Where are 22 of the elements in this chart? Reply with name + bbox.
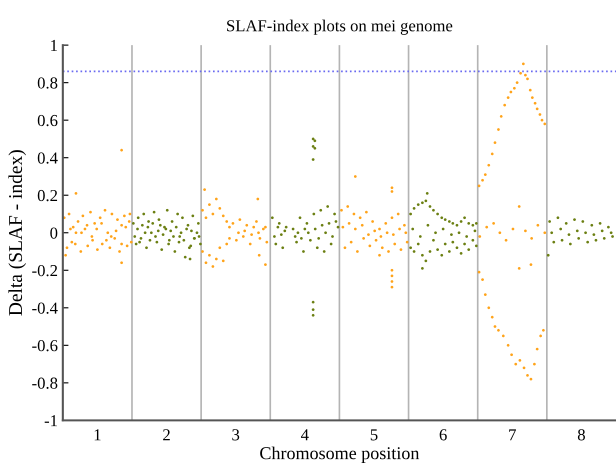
y-tick-label: -0.4 (32, 302, 58, 314)
x-tick-label: 2 (163, 429, 170, 440)
y-tick-label: 0.2 (38, 190, 58, 202)
x-tick-label: 3 (232, 429, 240, 440)
x-tick-label: 1 (94, 429, 101, 440)
y-axis-title: Delta (SLAF - index) (8, 150, 26, 316)
x-tick-label: 5 (370, 429, 378, 440)
y-tick-label: 0.4 (38, 152, 58, 164)
x-tick-label: 4 (301, 429, 309, 440)
y-tick-label: -1 (44, 415, 57, 426)
x-tick-label: 7 (509, 429, 516, 440)
y-tick-label: -0.6 (32, 340, 58, 352)
y-tick-label: 0 (50, 227, 58, 239)
x-tick-label: 8 (578, 429, 585, 440)
y-tick-label: -0.8 (32, 378, 58, 389)
chart-title: SLAF-index plots on mei genome (227, 20, 452, 35)
y-tick-label: 0.8 (38, 77, 58, 89)
y-tick-label: 0.6 (38, 114, 58, 126)
y-tick-label: -0.2 (32, 264, 58, 276)
x-tick-label: 6 (440, 429, 447, 440)
y-tick-label: 1 (51, 40, 57, 51)
x-axis-title: Chromosome position (260, 446, 420, 463)
